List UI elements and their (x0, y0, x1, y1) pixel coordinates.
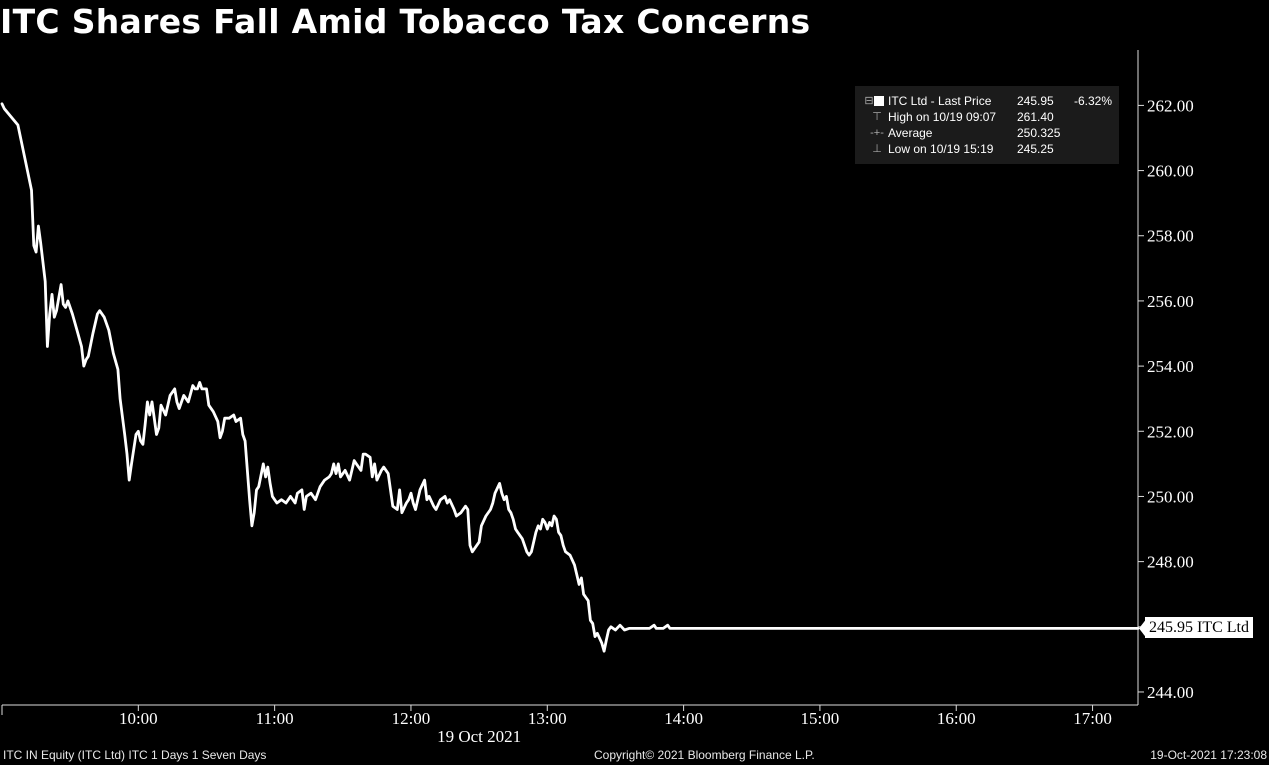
legend-value: 245.25 (1017, 142, 1054, 156)
y-tick-label: 248.00 (1147, 553, 1194, 572)
legend-label: Average (888, 126, 933, 140)
chart-axes (1, 50, 1139, 715)
y-tick-label: 262.00 (1147, 96, 1194, 115)
footer-security: ITC IN Equity (ITC Ltd) ITC 1 Days 1 Sev… (3, 748, 267, 762)
y-axis-ticks: 244.00246.00248.00250.00252.00254.00256.… (1138, 96, 1194, 702)
y-tick-label: 250.00 (1147, 487, 1194, 506)
x-tick-label: 15:00 (801, 709, 840, 728)
y-tick-label: 258.00 (1147, 227, 1194, 246)
series-line-itc-ltd (0, 102, 1140, 653)
x-axis-ticks: 10:00 11:00 12:00 13:00 14:00 15:00 16:00 17:00… (119, 705, 1112, 746)
average-marker-icon: -+- (870, 127, 884, 139)
y-tick-label: 254.00 (1147, 357, 1194, 376)
last-price-pointer (1139, 619, 1146, 638)
legend-label: High on 10/19 09:07 (888, 110, 997, 124)
series-layer (0, 102, 1146, 653)
chart-title: ITC Shares Fall Amid Tobacco Tax Concern… (0, 2, 811, 41)
x-tick-label: 10:00 (119, 709, 158, 728)
high-marker-icon: ⊤ (872, 111, 882, 123)
legend-label: Low on 10/19 15:19 (888, 142, 994, 156)
legend-label: ITC Ltd - Last Price (888, 94, 992, 108)
legend-tree-icon: ⊟ (864, 95, 874, 107)
legend-swatch-icon (874, 96, 884, 106)
x-tick-label: 17:00 (1073, 709, 1112, 728)
last-price-tag: 245.95 ITC Ltd (1145, 617, 1253, 638)
y-tick-label: 252.00 (1147, 422, 1194, 441)
y-tick-label: 256.00 (1147, 292, 1194, 311)
low-marker-icon: ⊥ (872, 143, 882, 155)
chart-legend: ⊟ ITC Ltd - Last Price 245.95 -6.32% ⊤ H… (855, 86, 1119, 164)
x-date-label: 19 Oct 2021 (437, 727, 521, 746)
legend-value: 250.325 (1017, 126, 1061, 140)
x-tick-label: 14:00 (664, 709, 703, 728)
x-tick-label: 12:00 (392, 709, 431, 728)
legend-value: 261.40 (1017, 110, 1054, 124)
y-tick-label: 260.00 (1147, 162, 1194, 181)
footer-copyright: Copyright© 2021 Bloomberg Finance L.P. (594, 748, 815, 762)
x-tick-label: 13:00 (528, 709, 567, 728)
legend-change: -6.32% (1074, 94, 1113, 108)
legend-value: 245.95 (1017, 94, 1054, 108)
x-tick-label: 16:00 (937, 709, 976, 728)
y-tick-label: 244.00 (1147, 683, 1194, 702)
x-tick-label: 11:00 (256, 709, 294, 728)
footer-timestamp: 19-Oct-2021 17:23:08 (1150, 748, 1267, 762)
